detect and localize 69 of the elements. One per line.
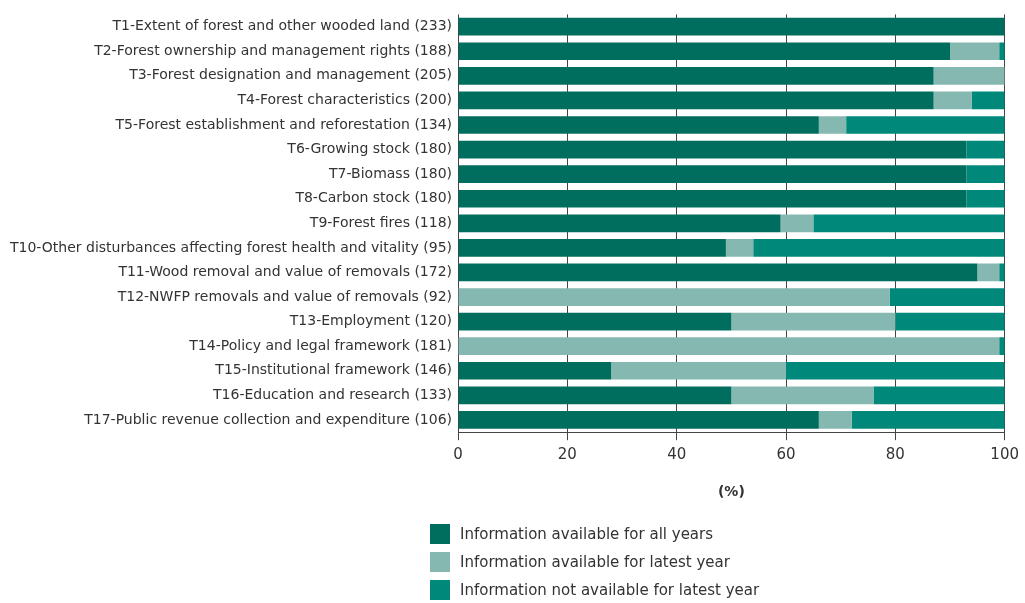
bar <box>818 411 852 429</box>
bar <box>458 337 1000 356</box>
bar <box>458 42 951 61</box>
legend-label: Information available for all years <box>460 525 714 543</box>
bar <box>458 116 819 134</box>
bar <box>458 91 934 110</box>
y-tick-label: T8-Carbon stock (180) <box>294 189 453 206</box>
y-tick-label: T13-Employment (120) <box>288 312 453 329</box>
bar <box>458 239 726 257</box>
y-tick-label: T4-Forest characteristics (200) <box>236 91 453 108</box>
bar <box>966 165 1005 183</box>
bar <box>458 263 978 282</box>
bar <box>818 116 847 134</box>
bar <box>611 361 787 380</box>
bar <box>753 239 1005 257</box>
x-tick-label: 60 <box>776 445 796 464</box>
bar <box>933 66 1005 85</box>
bar <box>933 91 972 110</box>
x-tick-label: 0 <box>453 445 463 464</box>
bar <box>977 263 1000 282</box>
bar <box>458 17 1005 36</box>
bar <box>725 239 754 257</box>
bar <box>458 189 967 208</box>
y-tick-label: T2-Forest ownership and management rights (188) <box>93 41 453 58</box>
bar <box>873 386 1005 405</box>
bar <box>458 386 732 405</box>
bar <box>458 288 890 306</box>
bar <box>458 361 612 380</box>
bar <box>846 116 1005 134</box>
y-tick-label: T17-Public revenue collection and expenditure (106) <box>83 410 453 427</box>
bar <box>950 42 1000 61</box>
bar <box>731 312 896 331</box>
bar <box>458 140 967 159</box>
bar <box>458 214 781 233</box>
legend-label: Information not available for latest year <box>460 581 760 599</box>
y-tick-label: T1-Extent of forest and other wooded land (233) <box>111 17 453 34</box>
bar <box>458 312 732 331</box>
y-tick-label: T7-Biomass (180) <box>328 164 453 181</box>
x-tick-label: 40 <box>667 445 687 464</box>
y-tick-label: T15-Institutional framework (146) <box>214 361 453 378</box>
y-tick-label: T5-Forest establishment and reforestation (134) <box>114 115 453 132</box>
bar <box>966 189 1005 208</box>
y-tick-label: T6-Growing stock (180) <box>286 140 453 157</box>
bar <box>813 214 1005 233</box>
bar <box>851 411 1005 429</box>
bar <box>458 411 819 429</box>
y-tick-label: T12-NWFP removals and value of removals (92) <box>116 287 453 304</box>
y-tick-label: T10-Other disturbances affecting forest health and vitality (95) <box>9 238 453 255</box>
x-axis-title: (%) <box>717 483 745 500</box>
bar <box>731 386 874 405</box>
x-tick-label: 80 <box>885 445 905 464</box>
bar <box>971 91 1005 110</box>
bar <box>889 288 1005 306</box>
bar <box>895 312 1005 331</box>
bar <box>780 214 814 233</box>
x-tick-label: 100 <box>990 445 1020 464</box>
bar <box>966 140 1005 159</box>
y-tick-label: T14-Policy and legal framework (181) <box>188 336 453 353</box>
y-tick-label: T16-Education and research (133) <box>212 385 453 402</box>
bar <box>458 66 934 85</box>
legend-label: Information available for latest year <box>460 553 730 571</box>
y-tick-label: T11-Wood removal and value of removals (172) <box>117 263 453 280</box>
bar <box>786 361 1005 380</box>
y-tick-label: T9-Forest fires (118) <box>308 213 453 230</box>
bar <box>999 42 1005 61</box>
y-tick-label: T3-Forest designation and management (205) <box>128 66 453 83</box>
bar <box>458 165 967 183</box>
bar <box>999 337 1005 356</box>
x-tick-label: 20 <box>557 445 577 464</box>
